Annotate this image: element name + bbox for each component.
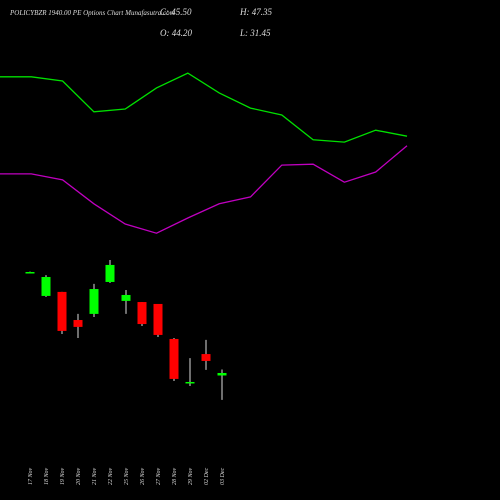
x-tick-label: 21 Nov: [92, 467, 98, 485]
indicator-line: [0, 145, 408, 234]
x-tick-label: 26 Nov: [140, 467, 146, 485]
chart-title: POLICYBZR 1940.00 PE Options Chart Munaf…: [9, 9, 175, 17]
close-label: C: 45.50: [160, 7, 192, 17]
candle-body: [137, 302, 147, 325]
x-tick-label: 25 Nov: [124, 467, 130, 485]
x-tick-label: 29 Nov: [188, 467, 194, 485]
candle-body: [89, 289, 99, 314]
candle-body: [73, 320, 83, 327]
x-tick-label: 20 Nov: [76, 467, 82, 485]
x-tick-label: 22 Nov: [108, 467, 114, 485]
low-label: L: 31.45: [239, 28, 271, 38]
candle-body: [185, 381, 195, 384]
x-tick-label: 19 Nov: [60, 467, 66, 485]
candle-body: [41, 276, 51, 296]
open-label: O: 44.20: [160, 28, 192, 38]
x-tick-label: 03 Dec: [220, 468, 226, 485]
candle-body: [25, 272, 35, 274]
candle-body: [105, 264, 115, 282]
high-label: H: 47.35: [239, 7, 272, 17]
candle-body: [57, 291, 67, 331]
candle-body: [153, 303, 163, 335]
x-tick-label: 27 Nov: [156, 467, 162, 485]
x-tick-label: 18 Nov: [44, 467, 50, 485]
candle-body: [169, 338, 179, 379]
indicator-line: [0, 72, 408, 143]
candle-body: [121, 294, 131, 301]
x-tick-label: 02 Dec: [204, 468, 210, 485]
x-tick-label: 28 Nov: [172, 467, 178, 485]
candle-body: [201, 354, 211, 361]
x-tick-label: 17 Nov: [28, 467, 34, 485]
candle-body: [217, 372, 227, 376]
